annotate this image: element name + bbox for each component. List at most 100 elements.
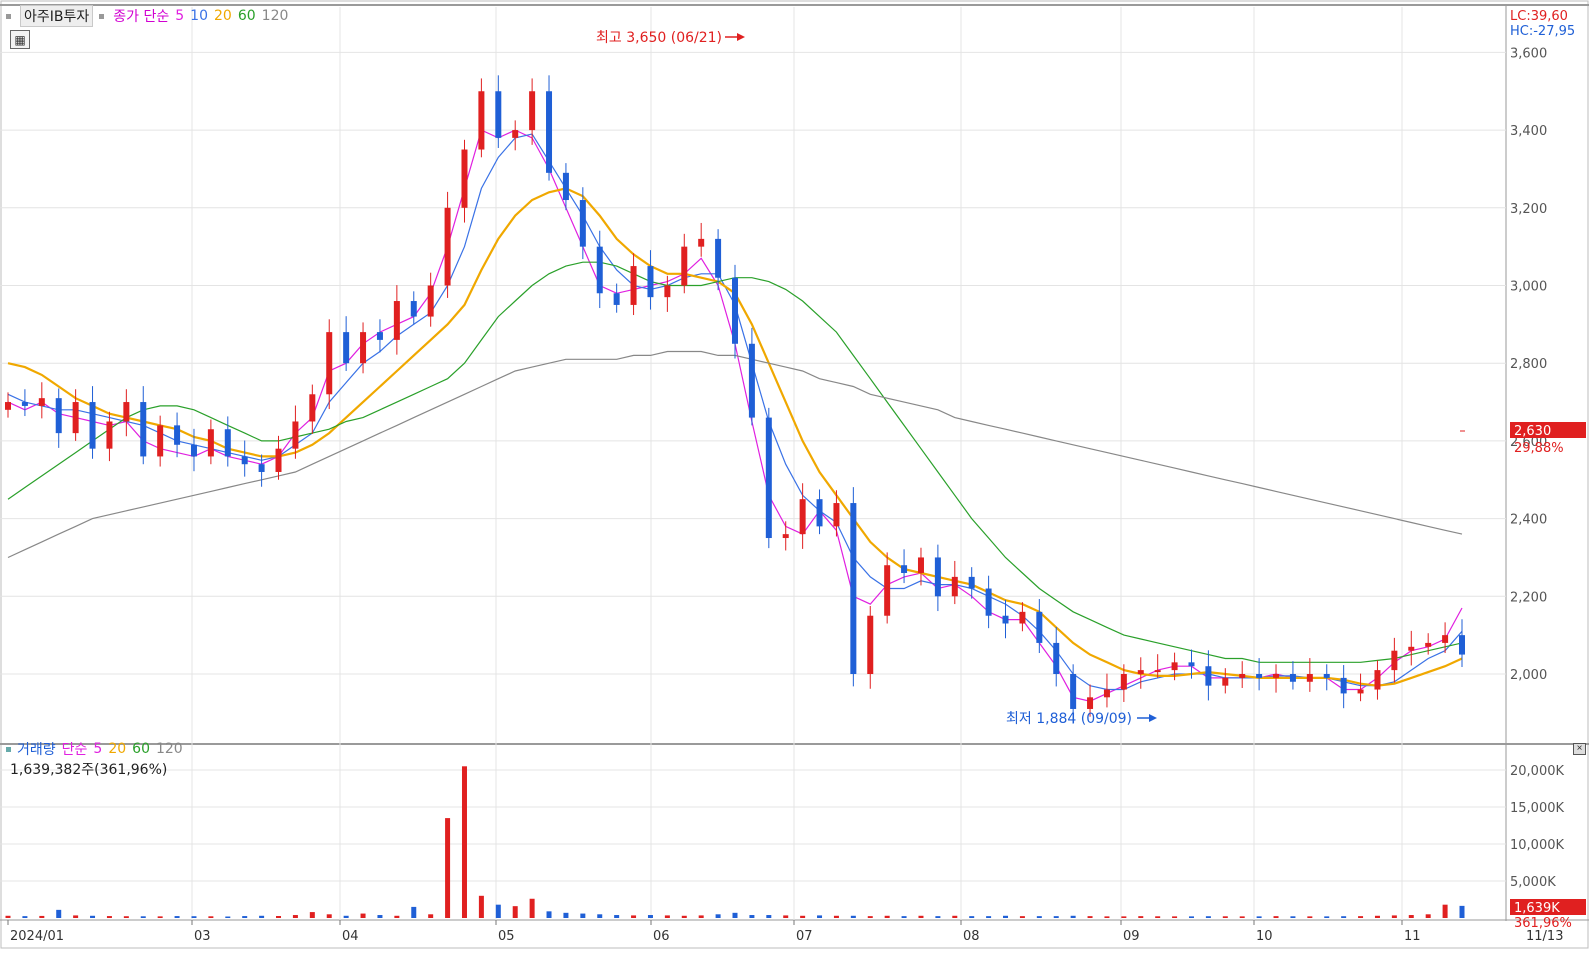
- volume-bar: [563, 912, 569, 918]
- candle-body: [275, 448, 282, 472]
- volume-bar: [631, 915, 637, 918]
- volume-bar: [1290, 916, 1296, 918]
- candle-body: [1222, 677, 1229, 686]
- volume-bar: [901, 916, 907, 918]
- candle-body: [1171, 662, 1178, 671]
- candle-body: [765, 417, 772, 539]
- volume-bar: [1019, 916, 1025, 918]
- volume-bar: [614, 915, 620, 918]
- candle-body: [1205, 666, 1212, 686]
- volume-bar: [191, 916, 197, 918]
- close-icon[interactable]: ×: [1573, 743, 1586, 755]
- candle-body: [38, 398, 45, 406]
- volume-bar: [867, 916, 873, 918]
- candle-body: [816, 499, 823, 527]
- candle-body: [968, 576, 975, 589]
- current-change-label: 29,88%: [1514, 441, 1564, 456]
- volume-bar: [259, 915, 265, 918]
- volume-bar: [73, 915, 79, 918]
- grid-toggle-icon[interactable]: ▦: [10, 30, 30, 49]
- candle-body: [478, 91, 485, 150]
- candle-body: [1357, 689, 1364, 694]
- candle-body: [1323, 674, 1330, 678]
- candle-body: [427, 285, 434, 317]
- candle-body: [1070, 674, 1077, 709]
- candle-body: [292, 421, 299, 449]
- volume-bar: [478, 895, 484, 918]
- candle-body: [72, 402, 79, 434]
- candle-body: [174, 425, 181, 445]
- volume-bar: [1003, 915, 1009, 918]
- candle-body: [782, 534, 789, 539]
- candle-body: [917, 557, 924, 573]
- volume-bar: [512, 906, 518, 918]
- candle-body: [224, 429, 231, 457]
- candle-body: [1137, 670, 1144, 674]
- volume-bar: [495, 904, 501, 918]
- volume-bar: [1087, 916, 1093, 918]
- candle-body: [1306, 674, 1313, 682]
- candle-body: [343, 332, 350, 364]
- candle-body: [1239, 674, 1246, 678]
- candle-body: [1036, 611, 1043, 643]
- volume-tick-label: 5,000K: [1510, 875, 1556, 890]
- volume-tick-label: 20,000K: [1510, 764, 1564, 779]
- hc-readout: HC:-27,95: [1510, 24, 1575, 39]
- volume-bar: [647, 915, 653, 918]
- volume-bar: [715, 914, 721, 918]
- volume-bar: [326, 914, 332, 918]
- low-annotation: 최저 1,884 (09/09): [1006, 711, 1132, 727]
- volume-bar: [157, 916, 163, 918]
- volume-bar: [1307, 916, 1313, 918]
- volume-bar: [276, 916, 282, 918]
- volume-bar: [969, 916, 975, 918]
- volume-bar: [5, 915, 11, 918]
- x-tick-label: 06: [653, 929, 670, 944]
- volume-bar: [1188, 916, 1194, 918]
- x-tick-label: 07: [796, 929, 813, 944]
- volume-bar: [1070, 915, 1076, 918]
- volume-bar: [1222, 916, 1228, 918]
- volume-bar: [1121, 916, 1127, 918]
- candle-body: [461, 149, 468, 208]
- volume-bar: [935, 916, 941, 918]
- volume-bar: [208, 916, 214, 918]
- volume-bar: [343, 915, 349, 918]
- price-type-label: 종가 단순: [113, 9, 170, 25]
- stock-name[interactable]: 아주IB투자: [20, 5, 94, 27]
- candle-body: [55, 398, 62, 434]
- candle-body: [850, 503, 857, 674]
- volume-legend: 거래량 단순 5 20 60 120: [6, 741, 183, 758]
- candle-body: [985, 588, 992, 616]
- volume-bar: [123, 916, 129, 918]
- price-tick-label: 2,800: [1510, 357, 1547, 372]
- volume-bar: [681, 915, 687, 918]
- x-tick-label: 05: [498, 929, 515, 944]
- volume-bar: [749, 915, 755, 918]
- candle-body: [1391, 650, 1398, 671]
- volume-bar: [698, 915, 704, 918]
- candle-body: [376, 332, 383, 340]
- candle-body: [1408, 646, 1415, 651]
- legend-square-icon: [6, 746, 11, 752]
- ma120-legend: 120: [261, 8, 289, 24]
- volume-grid: [0, 769, 1506, 882]
- price-tick-label: 2,200: [1510, 590, 1547, 605]
- candle-body: [546, 91, 553, 173]
- legend-square-icon: [99, 13, 105, 19]
- candle-body: [630, 266, 637, 305]
- volume-bar: [360, 913, 366, 918]
- volume-bar: [766, 915, 772, 918]
- price-tick-label: 2,000: [1510, 668, 1547, 683]
- volume-bar: [1374, 915, 1380, 918]
- candle-body: [901, 565, 908, 573]
- ma20-legend: 20: [214, 8, 232, 24]
- volume-readout: 1,639,382주(361,96%): [10, 762, 168, 778]
- candle-body: [1002, 615, 1009, 624]
- current-volume-label: 1,639K: [1514, 901, 1560, 916]
- candle-body: [647, 266, 654, 298]
- ma60-legend: 60: [237, 8, 256, 24]
- price-legend: 아주IB투자 종가 단순 5 10 20 60 120: [6, 5, 289, 27]
- x-tick-label: 2024/01: [10, 929, 64, 944]
